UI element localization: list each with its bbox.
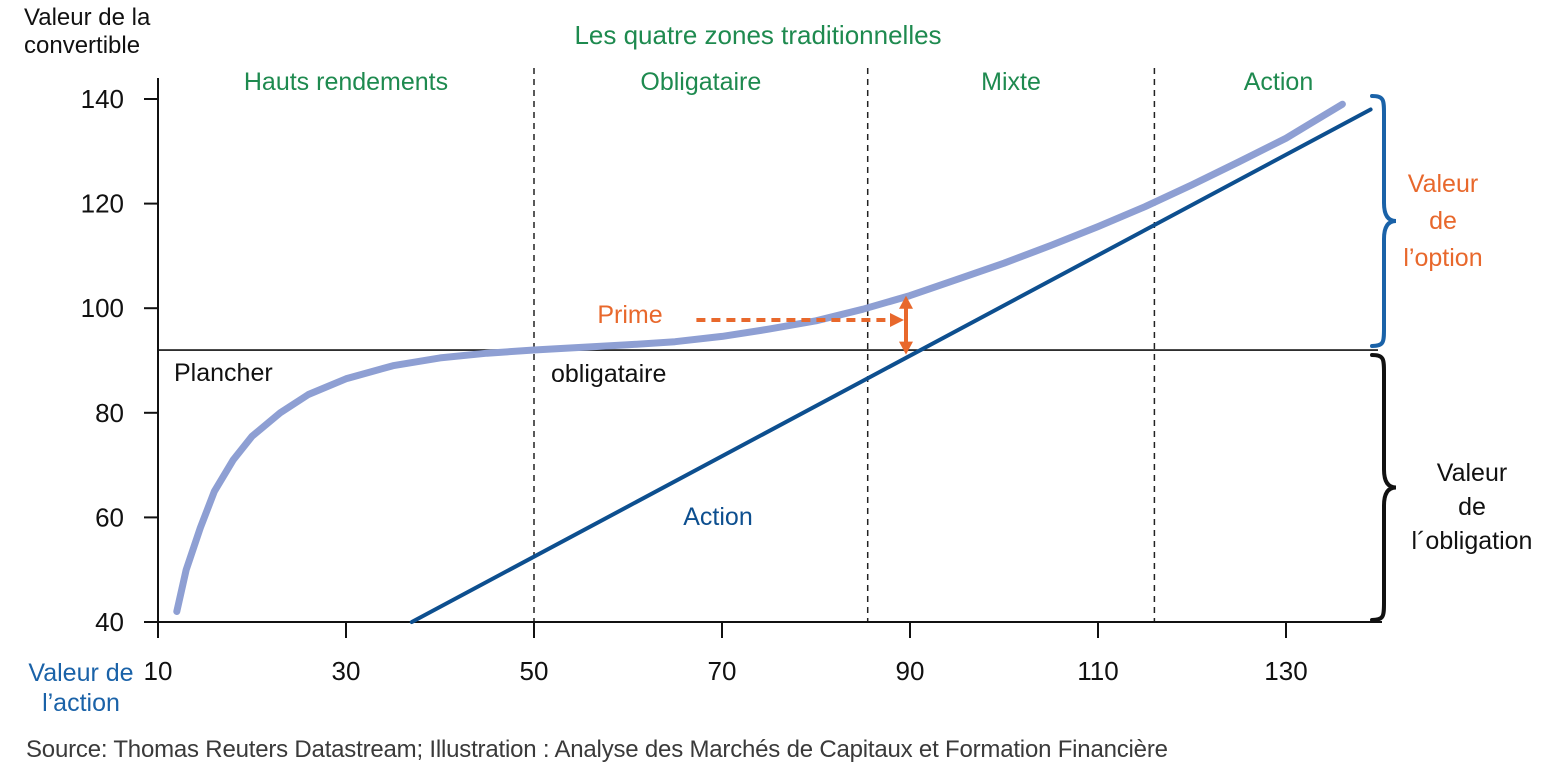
zone-label: Hauts rendements [244,68,448,96]
bond-floor-label: obligataire [551,360,666,388]
premium-arrowhead-up [899,295,913,309]
option-value-bracket [1370,94,1397,348]
x-tick-label: 130 [1264,656,1307,686]
x-tick-label: 10 [144,656,173,686]
y-tick-label: 100 [81,293,124,323]
option-value-label: Valeur de l’option [1403,170,1482,272]
premium-arrowhead-down [899,341,913,355]
y-tick-label: 140 [81,84,124,114]
bond-value-bracket [1370,353,1397,622]
bond-floor-label: Plancher [174,359,273,387]
y-tick-label: 40 [95,607,124,637]
premium-arrowhead-right [890,313,904,327]
action-series-label: Action [683,503,752,531]
y-tick-label: 120 [81,189,124,219]
chart-title: Les quatre zones traditionnelles [574,20,941,50]
convertible-chart: Les quatre zones traditionnelles Hauts re… [28,20,1533,717]
source-note: Source: Thomas Reuters Datastream; Illus… [26,736,1168,763]
convertible-value-line [173,100,1346,615]
zone-label: Action [1244,68,1313,96]
x-axis-title: Valeur de l’action [28,659,133,717]
zone-label: Obligataire [640,68,761,96]
x-tick-label: 50 [520,656,549,686]
x-tick-label: 90 [896,656,925,686]
zone-label: Mixte [981,68,1041,96]
y-tick-label: 60 [95,502,124,532]
premium-label: Prime [597,301,662,329]
x-tick-label: 110 [1077,656,1118,686]
bond-value-label: Valeur de l´obligation [1412,459,1533,555]
action-value-line [409,107,1373,624]
y-tick-label: 80 [95,398,124,428]
x-tick-label: 30 [332,656,361,686]
x-tick-label: 70 [708,656,737,686]
y-axis-title: Valeur de la convertible [24,4,151,59]
